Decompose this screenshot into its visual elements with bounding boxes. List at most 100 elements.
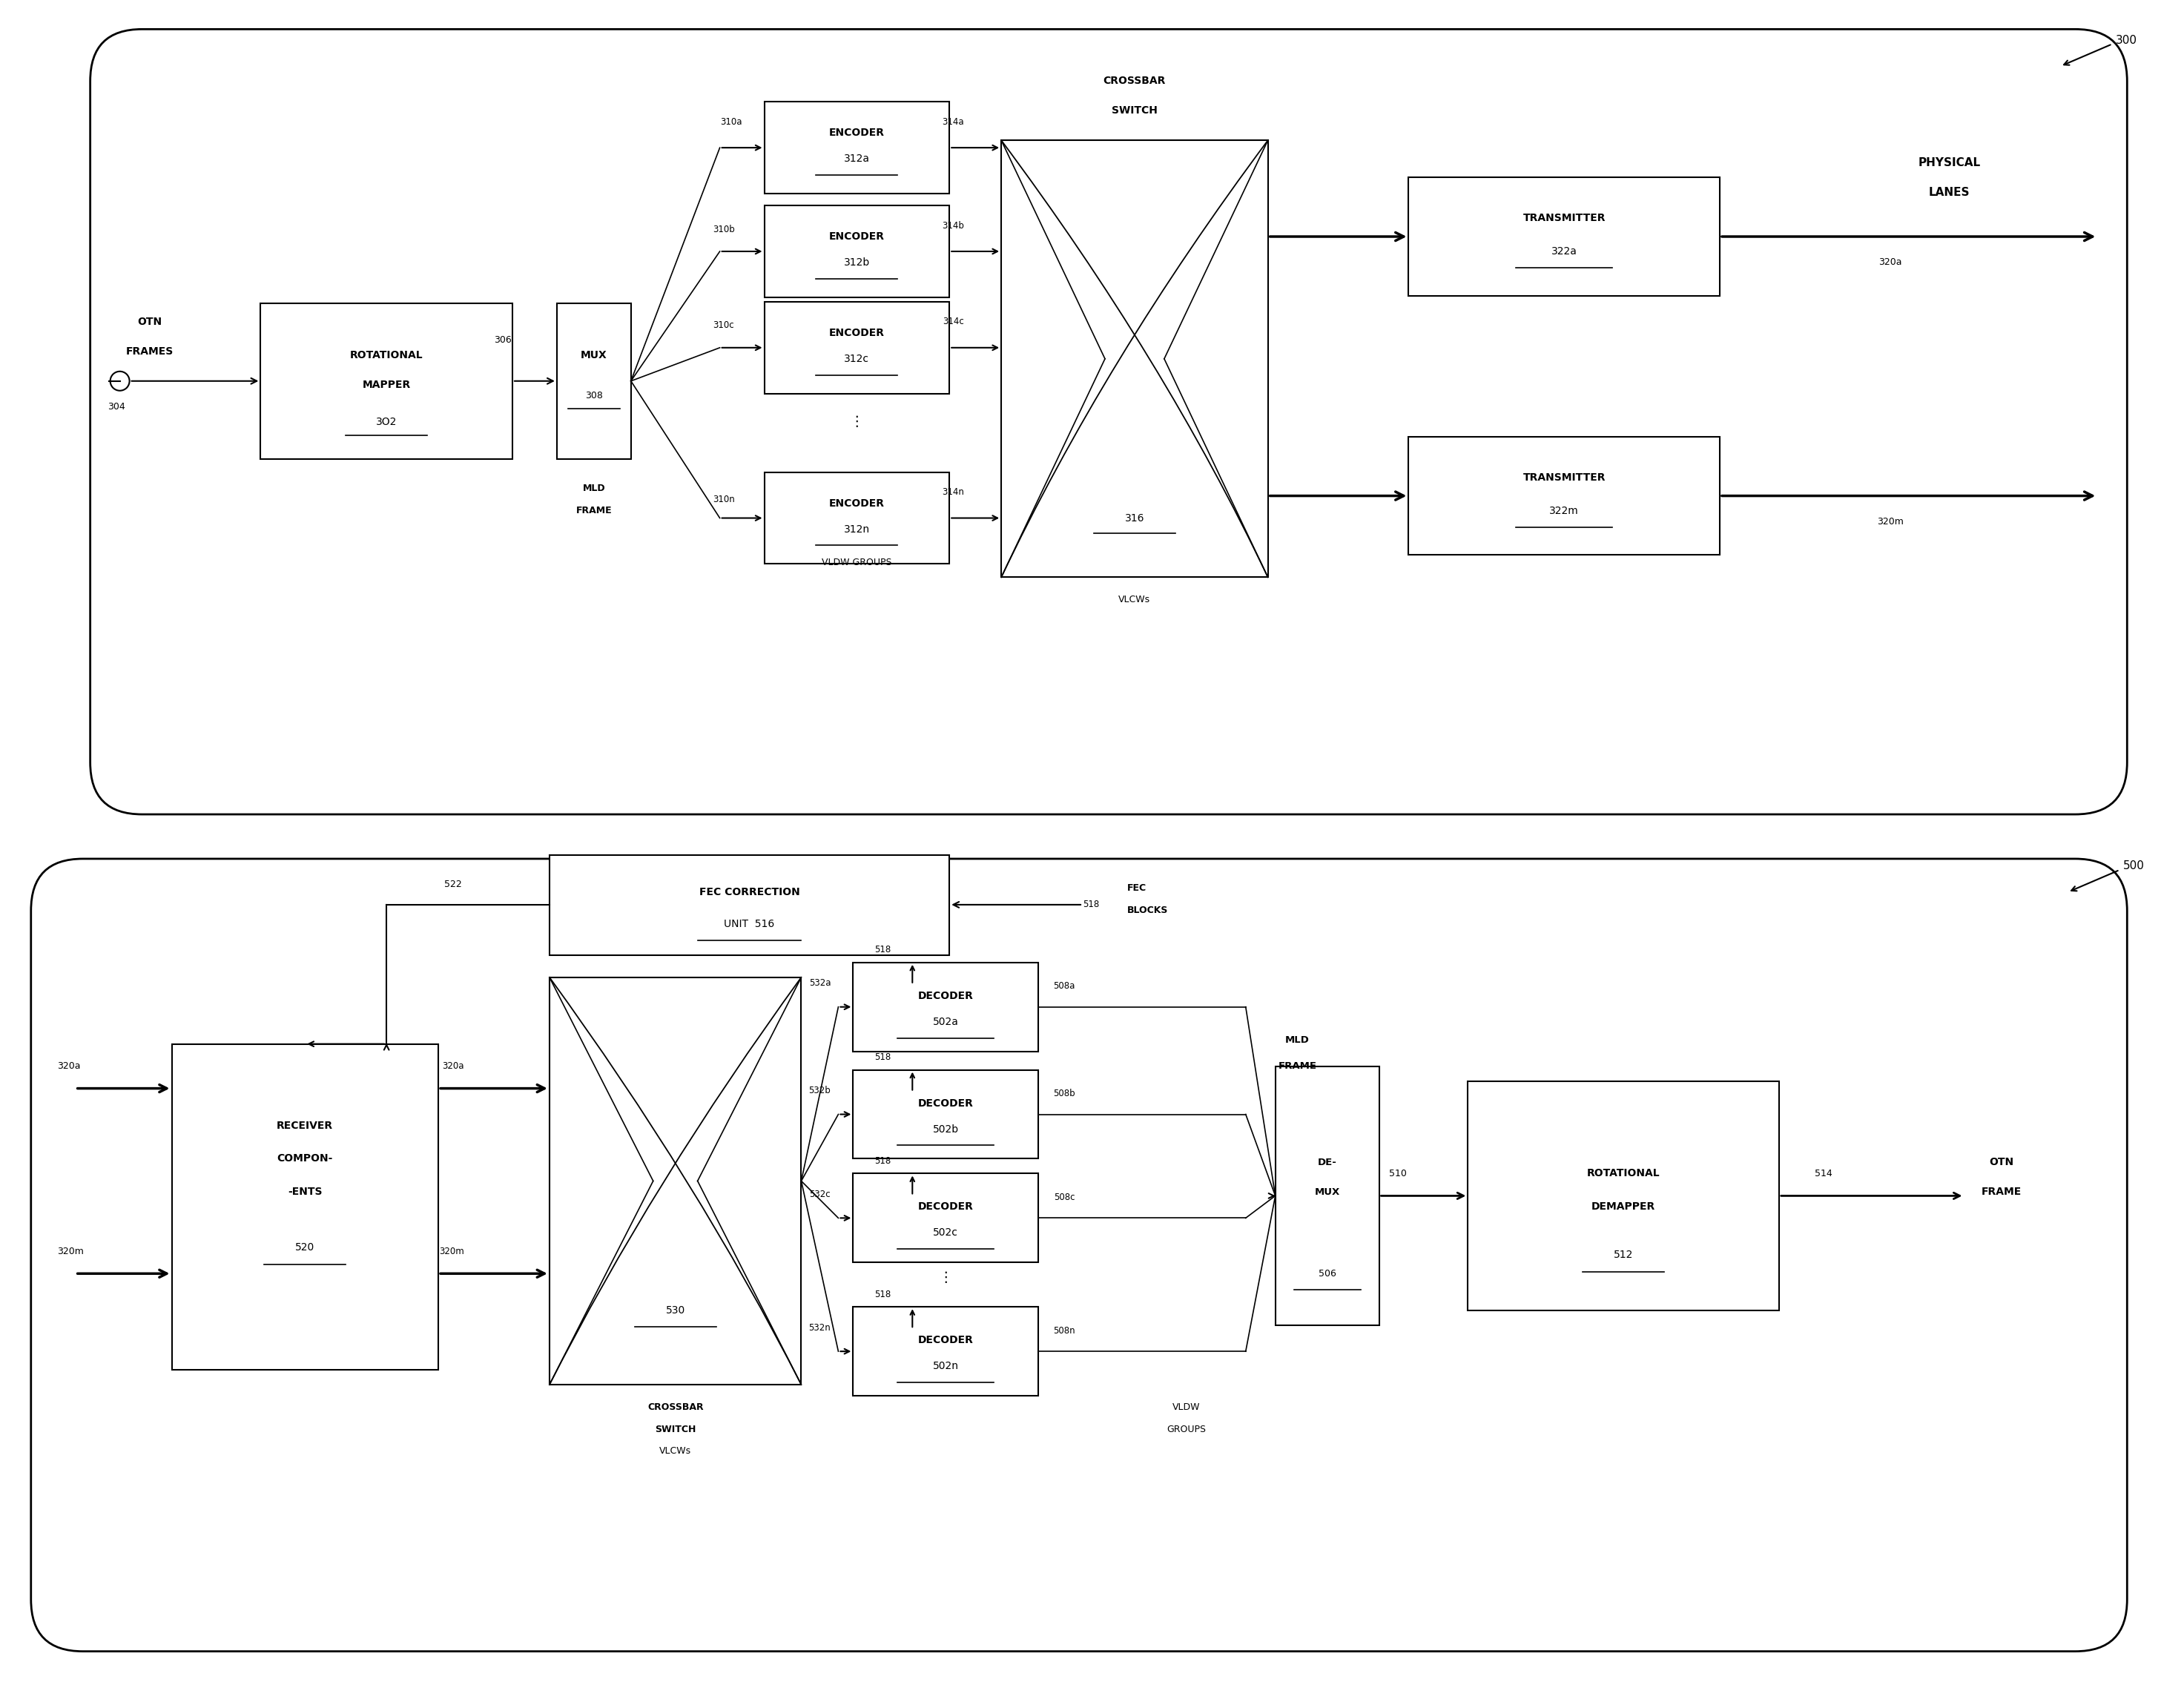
Text: MAPPER: MAPPER: [363, 380, 411, 390]
Text: 500: 500: [2123, 861, 2145, 871]
Text: VLDW GROUPS: VLDW GROUPS: [821, 558, 891, 567]
Text: ROTATIONAL: ROTATIONAL: [1588, 1169, 1660, 1179]
Text: VLCWs: VLCWs: [1118, 595, 1151, 604]
Text: DEMAPPER: DEMAPPER: [1592, 1201, 1655, 1213]
Text: MUX: MUX: [581, 350, 607, 360]
Text: FRAME: FRAME: [577, 506, 612, 515]
Text: 312n: 312n: [843, 525, 869, 535]
Text: 508n: 508n: [1053, 1325, 1075, 1336]
Text: 308: 308: [585, 390, 603, 400]
Text: 502n: 502n: [933, 1361, 959, 1371]
Text: 532a: 532a: [808, 979, 830, 987]
Text: FEC: FEC: [1127, 883, 1147, 893]
Text: 508a: 508a: [1053, 981, 1075, 991]
Text: ENCODER: ENCODER: [830, 128, 885, 138]
Text: SWITCH: SWITCH: [655, 1425, 697, 1435]
Text: 316: 316: [1125, 513, 1144, 523]
Text: 314c: 314c: [943, 316, 963, 326]
Bar: [1000, 140, 1269, 577]
Text: FEC CORRECTION: FEC CORRECTION: [699, 886, 799, 897]
Text: 502a: 502a: [933, 1016, 959, 1028]
Text: 310n: 310n: [712, 495, 734, 505]
Text: FRAME: FRAME: [1278, 1061, 1317, 1071]
Bar: [764, 103, 950, 193]
Bar: [854, 962, 1037, 1051]
Text: 518: 518: [1083, 900, 1099, 910]
Text: 312b: 312b: [843, 257, 869, 267]
Text: LANES: LANES: [1928, 187, 1970, 198]
Text: VLDW: VLDW: [1173, 1403, 1201, 1411]
Text: DECODER: DECODER: [917, 991, 974, 1001]
Text: RECEIVER: RECEIVER: [277, 1120, 334, 1130]
Bar: [764, 301, 950, 394]
Text: 320a: 320a: [57, 1061, 81, 1071]
Bar: [1409, 437, 1719, 555]
Text: DECODER: DECODER: [917, 1201, 974, 1213]
Text: 320m: 320m: [57, 1246, 83, 1256]
Text: 304: 304: [107, 402, 124, 412]
Text: 320a: 320a: [1878, 257, 1902, 267]
Text: DECODER: DECODER: [917, 1098, 974, 1108]
Text: UNIT  516: UNIT 516: [725, 918, 775, 928]
Text: 320m: 320m: [1876, 516, 1904, 526]
Text: 514: 514: [1815, 1169, 1832, 1179]
Bar: [173, 1045, 439, 1369]
Text: FRAME: FRAME: [1981, 1187, 2022, 1198]
Text: GROUPS: GROUPS: [1166, 1425, 1206, 1435]
Text: 532b: 532b: [808, 1087, 830, 1095]
Bar: [1468, 1082, 1780, 1310]
Bar: [550, 854, 950, 955]
Text: 518: 518: [874, 1156, 891, 1166]
Text: PHYSICAL: PHYSICAL: [1918, 156, 1981, 168]
Text: 520: 520: [295, 1243, 314, 1253]
Text: MLD: MLD: [583, 484, 605, 493]
Text: 306: 306: [494, 335, 511, 345]
Text: 502c: 502c: [933, 1228, 959, 1238]
Text: OTN: OTN: [1990, 1157, 2014, 1167]
Text: ROTATIONAL: ROTATIONAL: [349, 350, 424, 360]
Text: DECODER: DECODER: [917, 1336, 974, 1346]
Bar: [764, 205, 950, 298]
Bar: [854, 1174, 1037, 1263]
Text: 320a: 320a: [443, 1061, 465, 1071]
Text: 512: 512: [1614, 1250, 1634, 1260]
FancyBboxPatch shape: [31, 860, 2127, 1652]
Bar: [1409, 177, 1719, 296]
Text: 314b: 314b: [941, 220, 963, 230]
Text: 322m: 322m: [1548, 506, 1579, 516]
Bar: [1275, 1066, 1378, 1325]
Text: -ENTS: -ENTS: [288, 1187, 323, 1198]
Text: DE-: DE-: [1317, 1157, 1337, 1167]
Text: COMPON-: COMPON-: [277, 1154, 332, 1164]
Bar: [854, 1070, 1037, 1159]
FancyBboxPatch shape: [90, 29, 2127, 814]
Bar: [854, 1307, 1037, 1396]
Text: 310b: 310b: [712, 224, 734, 234]
Text: VLCWs: VLCWs: [660, 1447, 692, 1457]
Text: 518: 518: [874, 1053, 891, 1061]
Text: 322a: 322a: [1551, 246, 1577, 257]
Text: 312c: 312c: [845, 353, 869, 363]
Text: 518: 518: [874, 1290, 891, 1299]
Text: 312a: 312a: [843, 153, 869, 163]
Text: ⋮: ⋮: [850, 415, 865, 429]
Text: TRANSMITTER: TRANSMITTER: [1522, 473, 1605, 483]
Text: 310c: 310c: [712, 321, 734, 330]
Text: OTN: OTN: [138, 316, 162, 326]
Text: 532n: 532n: [808, 1322, 830, 1332]
Text: 320m: 320m: [439, 1246, 465, 1256]
Text: ENCODER: ENCODER: [830, 328, 885, 338]
Text: 300: 300: [2116, 35, 2138, 45]
Text: FRAMES: FRAMES: [127, 346, 173, 357]
Text: ⋮: ⋮: [939, 1270, 952, 1285]
Bar: [550, 977, 802, 1384]
Text: 522: 522: [443, 880, 463, 890]
Text: BLOCKS: BLOCKS: [1127, 907, 1168, 915]
Text: ENCODER: ENCODER: [830, 498, 885, 508]
Bar: [764, 473, 950, 563]
Text: 506: 506: [1319, 1268, 1337, 1278]
Text: 530: 530: [666, 1305, 686, 1315]
Text: ENCODER: ENCODER: [830, 232, 885, 242]
Text: MUX: MUX: [1315, 1187, 1339, 1198]
Text: 314n: 314n: [941, 488, 963, 496]
